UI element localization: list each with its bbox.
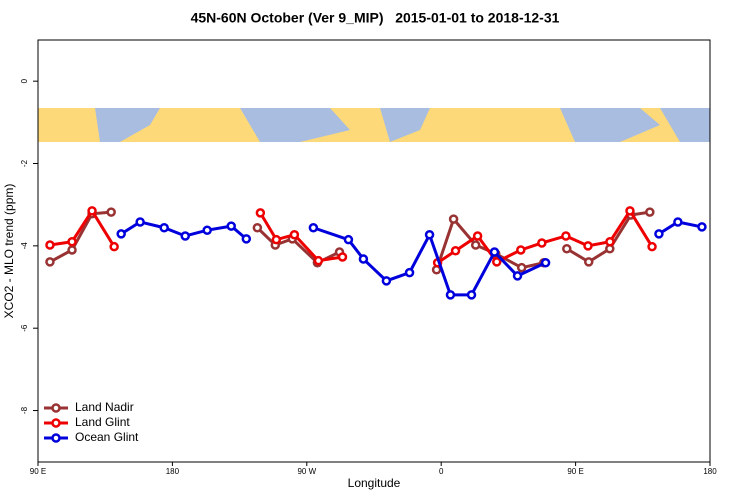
series-point (583, 257, 594, 267)
series-point (67, 236, 77, 247)
series-point (697, 222, 707, 232)
y-axis-label: XCO2 - MLO trend (ppm) (2, 184, 16, 319)
series-point (45, 257, 55, 267)
y-tick-label: -4 (20, 242, 29, 250)
series-point (466, 290, 477, 300)
legend-marker (51, 403, 61, 413)
series-point (159, 222, 169, 233)
series-point (255, 208, 266, 218)
map-strip (38, 108, 710, 142)
x-tick-label: 90 E (30, 467, 46, 476)
series-point (516, 245, 526, 255)
series-point (226, 221, 236, 231)
series-point (625, 206, 635, 216)
series-point (358, 254, 369, 264)
series-point (404, 267, 415, 278)
series-point (252, 222, 263, 233)
series-point (472, 231, 483, 241)
series-point (512, 271, 523, 281)
series-point (337, 252, 348, 262)
series-point (489, 247, 500, 257)
series-point (289, 229, 300, 240)
series-point (448, 214, 459, 224)
series-point (537, 238, 547, 248)
series-line (49, 208, 116, 248)
series-point (135, 217, 145, 227)
series-line (49, 210, 112, 264)
series-point (87, 206, 97, 216)
series-point (605, 236, 615, 247)
y-tick-label: -8 (20, 406, 29, 414)
y-tick-label: -2 (20, 159, 29, 167)
x-tick-label: 0 (439, 467, 444, 476)
x-tick-label: 90 E (567, 467, 583, 476)
series-point (381, 276, 392, 286)
series-point (654, 229, 664, 239)
legend-marker (51, 418, 61, 428)
series-point (67, 245, 77, 255)
series-point (516, 262, 527, 273)
series-point (308, 222, 319, 233)
series-point (445, 290, 456, 300)
legend-label: Land Nadir (75, 400, 134, 414)
series-point (202, 225, 212, 235)
x-tick-label: 180 (703, 467, 717, 476)
legend-label: Ocean Glint (75, 430, 139, 444)
series-point (116, 229, 126, 239)
series-point (313, 255, 324, 266)
series-point (450, 246, 461, 256)
legend-label: Land Glint (75, 415, 130, 429)
series-point (424, 229, 435, 240)
series-point (647, 241, 657, 252)
legend-marker (51, 433, 61, 443)
series-point (180, 231, 190, 241)
series-point (673, 217, 683, 227)
y-tick-label: -6 (20, 324, 29, 332)
series-point (492, 257, 502, 267)
plot-frame (37, 39, 711, 463)
series-line (566, 210, 651, 264)
chart-title: 45N-60N October (Ver 9_MIP) 2015-01-01 t… (191, 10, 560, 26)
series-point (109, 241, 119, 252)
series-point (562, 243, 572, 254)
y-tick-label: 0 (20, 78, 29, 83)
x-tick-label: 90 W (297, 467, 316, 476)
series-point (241, 234, 252, 244)
series-point (561, 231, 571, 241)
series-point (343, 234, 354, 245)
series-point (470, 240, 481, 250)
series-point (583, 241, 593, 251)
x-tick-label: 180 (166, 467, 180, 476)
series-point (540, 257, 551, 268)
series-point (106, 207, 116, 217)
series-point (271, 234, 282, 245)
series-point (645, 207, 655, 217)
series-point (45, 240, 55, 250)
x-axis-label: Longitude (348, 476, 401, 490)
